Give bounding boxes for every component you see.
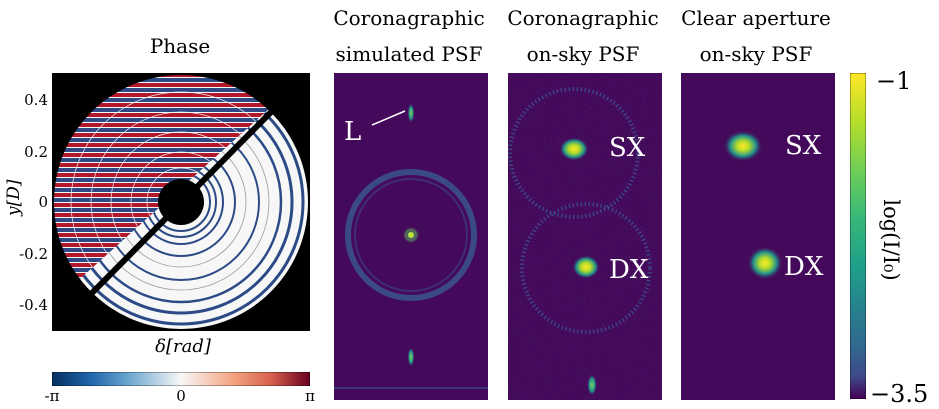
- phase-cb-tick: π: [305, 387, 315, 405]
- panel3-title-line2: on-sky PSF: [699, 42, 813, 66]
- y-tick: 0.4: [24, 91, 48, 109]
- coronagraphic-onsky-psf-image: [508, 73, 662, 400]
- intensity-colorbar: [850, 73, 866, 399]
- panel2-title-line1: Coronagraphic: [507, 6, 659, 30]
- phase-cb-tick: 0: [176, 387, 186, 405]
- y-axis-label: y[D]: [4, 179, 24, 217]
- phase-colorbar: [52, 372, 310, 386]
- panel1-title-line2: simulated PSF: [335, 42, 483, 66]
- panel2-title-line2: on-sky PSF: [526, 42, 640, 66]
- label-dx: DX: [609, 255, 649, 285]
- clear-aperture-psf-image: [681, 73, 835, 400]
- y-tick: -0.4: [19, 296, 48, 314]
- colorbar-min-label: −3.5: [870, 380, 929, 408]
- annotation-l: L: [344, 117, 362, 147]
- colorbar-label: log(I/I₀): [879, 199, 903, 281]
- panel3-title-line1: Clear aperture: [681, 6, 831, 30]
- label-sx: SX: [785, 131, 822, 161]
- phase-title: Phase: [149, 34, 211, 58]
- y-tick: 0: [38, 193, 48, 211]
- panel1-title-line1: Coronagraphic: [333, 6, 485, 30]
- label-sx: SX: [609, 133, 646, 163]
- phase-map: [52, 73, 310, 331]
- y-tick: 0.2: [24, 143, 48, 161]
- x-axis-label: δ[rad]: [155, 336, 211, 357]
- label-dx: DX: [784, 252, 824, 282]
- colorbar-max-label: −1: [876, 67, 912, 95]
- simulated-psf-image: [334, 73, 488, 400]
- y-tick: -0.2: [19, 245, 48, 263]
- phase-cb-tick: -π: [44, 387, 60, 405]
